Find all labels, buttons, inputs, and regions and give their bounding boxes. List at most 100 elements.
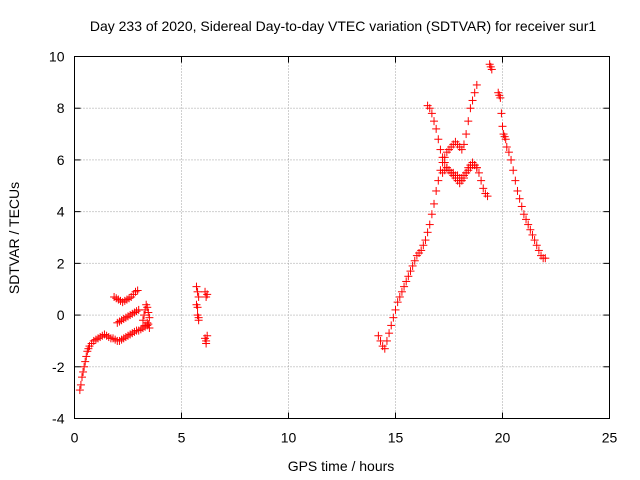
data-point (430, 117, 439, 126)
data-point (89, 336, 98, 345)
data-point (459, 174, 468, 183)
data-point (104, 333, 113, 342)
data-point (462, 130, 471, 139)
data-point (423, 228, 432, 237)
data-point (203, 290, 212, 299)
data-point (145, 313, 154, 322)
data-point (131, 287, 140, 296)
data-point (391, 305, 400, 314)
x-tick-label: 10 (281, 430, 297, 446)
data-point (483, 192, 492, 201)
data-point (100, 330, 109, 339)
data-point (395, 292, 404, 301)
data-point (532, 241, 541, 250)
data-point (497, 109, 506, 118)
x-tick-label: 15 (388, 430, 404, 446)
data-point (457, 145, 466, 154)
data-point (406, 267, 415, 276)
data-point (427, 109, 436, 118)
data-point (130, 308, 139, 317)
data-point (432, 186, 441, 195)
data-point (145, 324, 154, 332)
data-point (126, 330, 135, 339)
data-point (440, 158, 449, 167)
data-point (382, 336, 391, 345)
data-point (472, 163, 481, 172)
data-point (77, 373, 86, 382)
data-point (479, 184, 488, 193)
y-tick-label: -2 (52, 359, 65, 375)
data-point (389, 313, 398, 322)
chart-title: Day 233 of 2020, Sidereal Day-to-day VTE… (90, 18, 596, 34)
data-point (132, 307, 141, 316)
x-axis-label: GPS time / hours (288, 458, 395, 474)
data-point (80, 362, 89, 371)
data-point (122, 295, 131, 304)
data-point (404, 272, 413, 281)
x-tick-label: 20 (495, 430, 511, 446)
data-point (193, 303, 202, 312)
data-point (515, 194, 524, 203)
data-point (519, 210, 528, 219)
data-point (498, 122, 507, 131)
data-point (459, 140, 468, 149)
data-point (468, 96, 477, 105)
data-point (387, 321, 396, 330)
data-point (466, 104, 475, 113)
data-point (144, 308, 153, 317)
y-tick-label: 4 (57, 204, 65, 220)
data-point (464, 117, 473, 126)
data-point (541, 254, 550, 263)
axes: 0 5 10 15 20 25 -4 -2 0 2 4 6 8 10 (49, 49, 618, 446)
plot-frame (74, 56, 610, 419)
data-point (110, 292, 119, 301)
y-tick-label: 10 (49, 49, 65, 65)
data-point (400, 282, 409, 291)
data-point (522, 215, 531, 224)
data-point (470, 88, 479, 97)
data-point (120, 296, 129, 305)
data-point (128, 329, 137, 338)
data-point (526, 225, 535, 234)
data-point (472, 80, 481, 89)
data-point (194, 292, 203, 301)
data-point (402, 277, 411, 286)
data-point (419, 241, 428, 250)
data-point (112, 294, 121, 303)
x-tick-label: 5 (178, 430, 186, 446)
data-point (432, 124, 441, 133)
data-point (114, 295, 123, 304)
data-point (534, 246, 543, 255)
data-point (397, 287, 406, 296)
data-point (509, 166, 518, 175)
data-point (425, 220, 434, 229)
y-tick-label: 2 (57, 255, 65, 271)
data-point (524, 220, 533, 229)
data-point (117, 316, 126, 325)
data-point (408, 261, 417, 270)
data-point (82, 352, 91, 361)
data-point (511, 176, 520, 185)
data-point (501, 135, 510, 144)
data-point (115, 336, 124, 345)
data-point (125, 294, 134, 303)
data-point (436, 145, 445, 154)
data-point (192, 282, 201, 291)
y-tick-label: 0 (57, 307, 65, 323)
data-point (430, 199, 439, 208)
data-point (425, 104, 434, 113)
y-tick-label: 8 (57, 100, 65, 116)
data-point (113, 318, 122, 327)
data-point (434, 135, 443, 144)
data-point (496, 93, 505, 102)
x-tick-label: 0 (71, 430, 79, 446)
y-tick-label: -4 (52, 411, 65, 427)
data-point (124, 331, 132, 340)
data-point (143, 303, 152, 312)
data-point (79, 367, 88, 376)
data-point (128, 309, 137, 318)
data-point (517, 202, 526, 211)
data-point (417, 246, 426, 255)
data-point (427, 210, 436, 219)
